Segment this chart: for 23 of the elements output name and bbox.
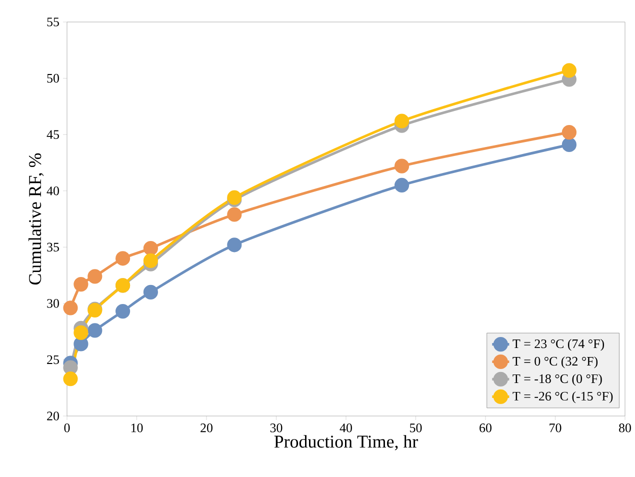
x-tick-label: 10 <box>131 424 143 432</box>
y-tick-label: 35 <box>47 242 59 252</box>
x-tick-label: 70 <box>550 424 562 432</box>
y-tick-label: 25 <box>47 355 59 364</box>
y-tick-label: 40 <box>46 186 59 196</box>
x-tick-label: 0 <box>64 424 70 432</box>
y-tick-label: 20 <box>47 412 59 420</box>
x-tick-label: 40 <box>340 424 352 432</box>
legend-label: T = -18 °C (0 °F) <box>512 374 602 386</box>
x-tick-label: 60 <box>480 424 492 432</box>
legend-label: T = 23 °C (74 °F) <box>512 339 604 351</box>
y-tick-label: 50 <box>47 74 59 83</box>
legend-label: T = -26 °C (-15 °F) <box>512 391 613 404</box>
x-tick-label: 30 <box>270 424 282 432</box>
x-axis-title: Production Time, hr <box>274 435 418 450</box>
y-axis-title: Cumulative RF, % <box>28 153 44 285</box>
y-tick-label: 45 <box>46 130 59 139</box>
y-tick-label: 30 <box>47 299 59 308</box>
x-tick-label: 50 <box>410 424 422 432</box>
x-tick-label: 80 <box>619 424 631 432</box>
y-tick-label: 55 <box>47 18 59 26</box>
x-tick-label: 20 <box>200 424 212 432</box>
legend-label: T = 0 °C (32 °F) <box>512 356 598 368</box>
